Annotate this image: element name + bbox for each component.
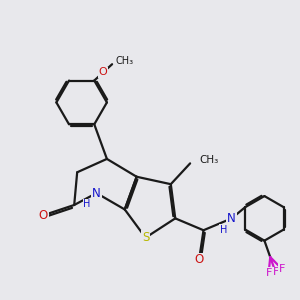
Text: S: S: [142, 231, 149, 244]
Text: CH₃: CH₃: [199, 155, 218, 165]
Text: CH₃: CH₃: [115, 56, 133, 66]
Text: F: F: [278, 264, 285, 274]
Text: H: H: [83, 200, 91, 209]
Text: H: H: [220, 225, 227, 235]
Text: N: N: [92, 187, 101, 200]
Text: O: O: [194, 254, 204, 266]
Text: O: O: [99, 68, 108, 77]
Text: F: F: [272, 268, 279, 278]
Text: O: O: [38, 209, 48, 222]
Text: N: N: [227, 212, 236, 225]
Text: F: F: [266, 268, 272, 278]
